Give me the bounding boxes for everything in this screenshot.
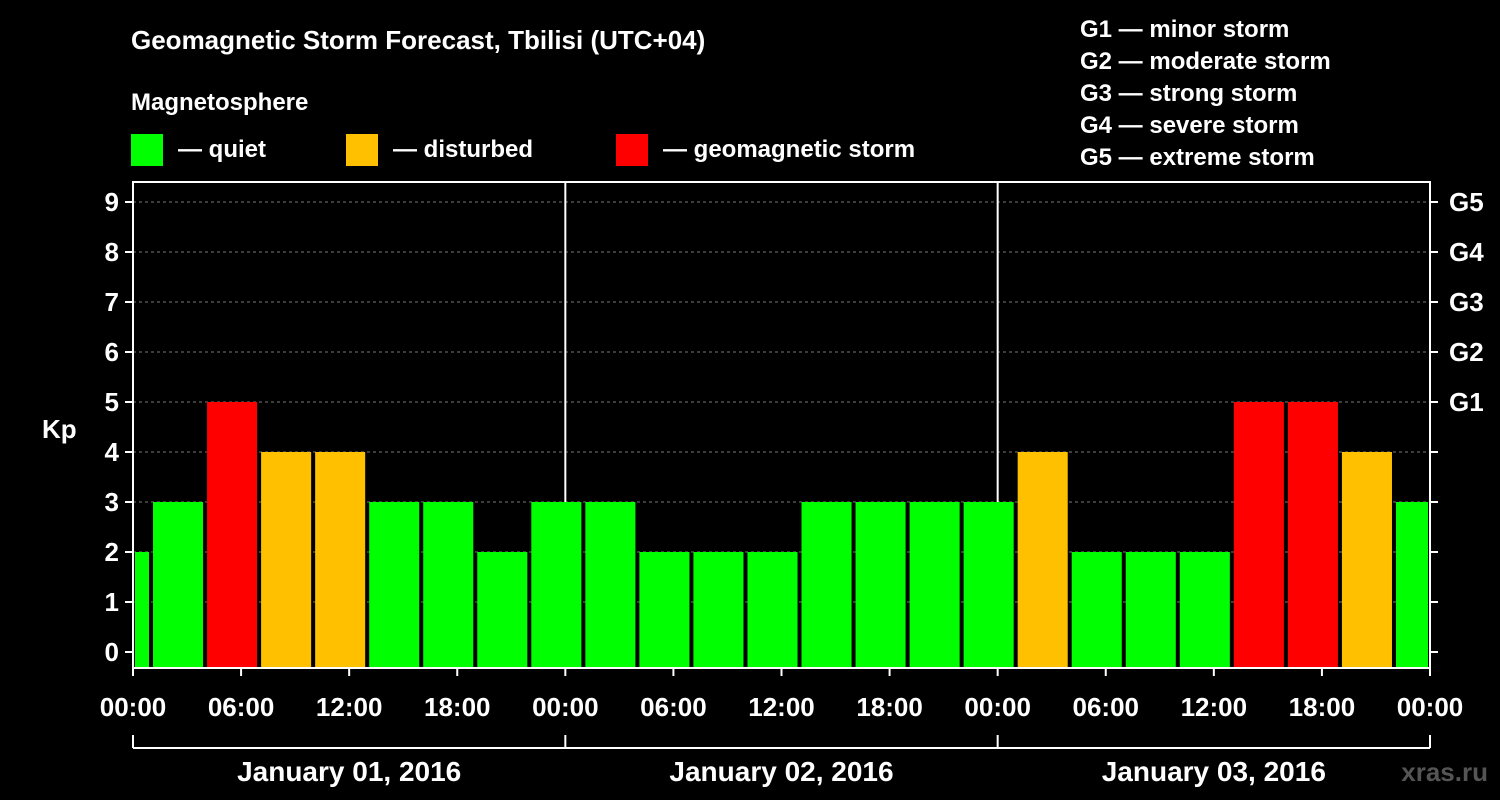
kp-bar [369, 502, 420, 668]
legend-swatch-quiet [131, 134, 163, 166]
kp-bar [153, 502, 204, 668]
kp-bar [1017, 452, 1068, 668]
y-tick-label: 9 [105, 187, 119, 217]
kp-bar [1125, 552, 1176, 668]
kp-bar [423, 502, 474, 668]
kp-bar [261, 452, 312, 668]
right-axis-label-g1: G1 [1449, 387, 1484, 417]
kp-bar [855, 502, 906, 668]
x-tick-label: 06:00 [640, 692, 707, 722]
x-tick-label: 12:00 [748, 692, 815, 722]
y-tick-label: 7 [105, 287, 119, 317]
kp-bar [207, 402, 258, 668]
right-axis-label-g2: G2 [1449, 337, 1484, 367]
kp-bar [135, 552, 150, 668]
kp-bar [1341, 452, 1392, 668]
kp-bar [693, 552, 744, 668]
kp-bar [1233, 402, 1284, 668]
kp-bar [1287, 402, 1338, 668]
y-tick-label: 0 [105, 637, 119, 667]
x-tick-label: 12:00 [316, 692, 383, 722]
y-tick-label: 1 [105, 587, 119, 617]
x-tick-label: 06:00 [1073, 692, 1140, 722]
y-tick-label: 2 [105, 537, 119, 567]
legend-label-storm: — geomagnetic storm [663, 136, 915, 163]
kp-bar [909, 502, 960, 668]
x-tick-label: 00:00 [1397, 692, 1464, 722]
y-tick-label: 3 [105, 487, 119, 517]
x-tick-label: 00:00 [100, 692, 167, 722]
day-label: January 01, 2016 [237, 756, 461, 787]
right-axis-label-g5: G5 [1449, 187, 1484, 217]
y-tick-label: 6 [105, 337, 119, 367]
storm-scale-g5: G5 — extreme storm [1080, 144, 1315, 171]
kp-bar [531, 502, 582, 668]
storm-scale-g2: G2 — moderate storm [1080, 48, 1331, 75]
storm-scale-g3: G3 — strong storm [1080, 80, 1297, 107]
right-axis-label-g3: G3 [1449, 287, 1484, 317]
kp-bar [477, 552, 528, 668]
y-tick-label: 4 [105, 437, 120, 467]
day-label: January 03, 2016 [1102, 756, 1326, 787]
day-label: January 02, 2016 [669, 756, 893, 787]
kp-bar [585, 502, 636, 668]
legend-label-disturbed: — disturbed [393, 136, 533, 163]
kp-bar [1179, 552, 1230, 668]
y-tick-label: 8 [105, 237, 119, 267]
y-tick-label: 5 [105, 387, 119, 417]
x-tick-label: 00:00 [964, 692, 1031, 722]
kp-bar [1395, 502, 1428, 668]
storm-scale-g1: G1 — minor storm [1080, 16, 1289, 43]
x-tick-label: 18:00 [856, 692, 923, 722]
legend-heading: Magnetosphere [131, 89, 308, 116]
legend-swatch-disturbed [346, 134, 378, 166]
watermark: xras.ru [1401, 757, 1488, 787]
y-axis-label: Kp [42, 414, 77, 444]
kp-bar [315, 452, 366, 668]
x-tick-label: 06:00 [208, 692, 275, 722]
x-tick-label: 18:00 [1289, 692, 1356, 722]
legend-label-quiet: — quiet [178, 136, 266, 163]
x-tick-label: 12:00 [1181, 692, 1248, 722]
chart-title: Geomagnetic Storm Forecast, Tbilisi (UTC… [131, 25, 705, 55]
legend-swatch-storm [616, 134, 648, 166]
x-tick-label: 18:00 [424, 692, 491, 722]
kp-bar [639, 552, 690, 668]
kp-bar [747, 552, 798, 668]
kp-bar [1071, 552, 1122, 668]
kp-bar [963, 502, 1014, 668]
storm-scale-g4: G4 — severe storm [1080, 112, 1299, 139]
x-tick-label: 00:00 [532, 692, 599, 722]
right-axis-label-g4: G4 [1449, 237, 1484, 267]
kp-bar [801, 502, 852, 668]
